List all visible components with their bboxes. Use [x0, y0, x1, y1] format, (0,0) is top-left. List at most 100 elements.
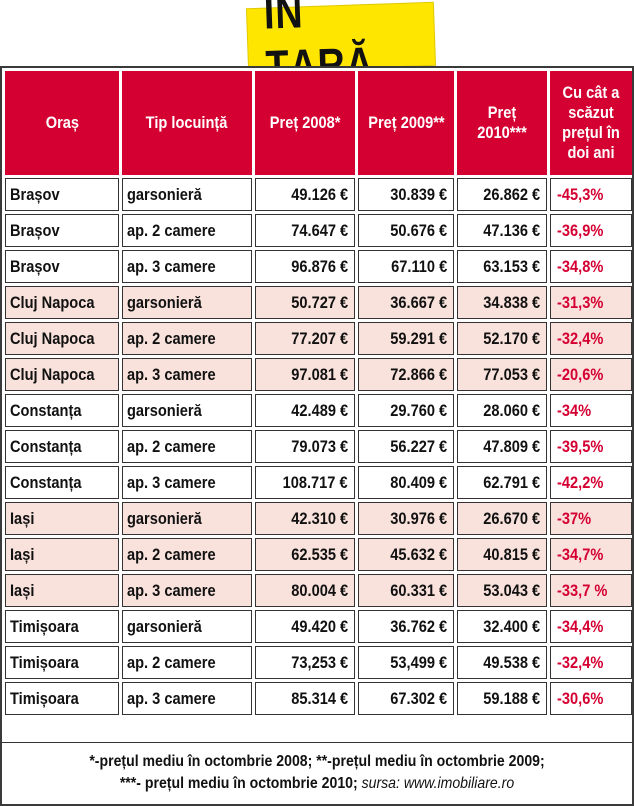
table-row: Iași ap. 3 camere 80.004 € 60.331 € 53.0…: [5, 574, 632, 607]
cell-price-2008: 73,253 €: [255, 646, 355, 679]
price-table-frame: Oraș Tip locuință Preț 2008* Preț 2009**…: [0, 66, 634, 806]
cell-decrease: -33,7 %: [550, 574, 632, 607]
cell-city: Brașov: [5, 178, 119, 211]
cell-price-2009: 36.762 €: [358, 610, 454, 643]
cell-price-2009: 67.110 €: [358, 250, 454, 283]
table-header-row: Oraș Tip locuință Preț 2008* Preț 2009**…: [5, 71, 632, 175]
cell-price-2010: 77.053 €: [457, 358, 547, 391]
cell-price-2008: 97.081 €: [255, 358, 355, 391]
cell-price-2009: 80.409 €: [358, 466, 454, 499]
cell-price-2009: 72.866 €: [358, 358, 454, 391]
cell-city: Brașov: [5, 214, 119, 247]
cell-price-2008: 85.314 €: [255, 682, 355, 715]
table-row: Cluj Napoca ap. 3 camere 97.081 € 72.866…: [5, 358, 632, 391]
cell-price-2008: 74.647 €: [255, 214, 355, 247]
table-row: Constanța garsonieră 42.489 € 29.760 € 2…: [5, 394, 632, 427]
table-row: Iași ap. 2 camere 62.535 € 45.632 € 40.8…: [5, 538, 632, 571]
cell-decrease: -34%: [550, 394, 632, 427]
cell-city: Iași: [5, 574, 119, 607]
cell-price-2008: 49.420 €: [255, 610, 355, 643]
cell-decrease: -34,8%: [550, 250, 632, 283]
title-badge: ÎN ȚARĂ: [246, 0, 436, 93]
cell-city: Brașov: [5, 250, 119, 283]
cell-price-2008: 108.717 €: [255, 466, 355, 499]
cell-city: Iași: [5, 502, 119, 535]
table-row: Constanța ap. 2 camere 79.073 € 56.227 €…: [5, 430, 632, 463]
cell-decrease: -39,5%: [550, 430, 632, 463]
cell-city: Timișoara: [5, 682, 119, 715]
cell-price-2009: 67.302 €: [358, 682, 454, 715]
cell-type: garsonieră: [122, 502, 252, 535]
header-price-2009: Preț 2009**: [358, 71, 454, 175]
cell-city: Cluj Napoca: [5, 322, 119, 355]
table-row: Brașov garsonieră 49.126 € 30.839 € 26.8…: [5, 178, 632, 211]
footnote-source: sursa: www.imobiliare.ro: [357, 775, 515, 792]
header-price-2008: Preț 2008*: [255, 71, 355, 175]
cell-decrease: -45,3%: [550, 178, 632, 211]
cell-price-2010: 26.862 €: [457, 178, 547, 211]
cell-price-2009: 30.976 €: [358, 502, 454, 535]
header-price-2010: Preț 2010***: [457, 71, 547, 175]
cell-price-2008: 50.727 €: [255, 286, 355, 319]
cell-city: Constanța: [5, 430, 119, 463]
cell-decrease: -32,4%: [550, 646, 632, 679]
cell-type: ap. 2 camere: [122, 322, 252, 355]
cell-price-2010: 62.791 €: [457, 466, 547, 499]
table-row: Cluj Napoca ap. 2 camere 77.207 € 59.291…: [5, 322, 632, 355]
cell-city: Timișoara: [5, 646, 119, 679]
cell-decrease: -32,4%: [550, 322, 632, 355]
cell-price-2010: 47.136 €: [457, 214, 547, 247]
cell-type: ap. 3 camere: [122, 358, 252, 391]
table-row: Constanța ap. 3 camere 108.717 € 80.409 …: [5, 466, 632, 499]
cell-price-2010: 40.815 €: [457, 538, 547, 571]
title-area: ÎN ȚARĂ: [0, 0, 634, 93]
footnote-line-2: ***- prețul mediu în octombrie 2010; sur…: [40, 773, 594, 795]
cell-decrease: -34,7%: [550, 538, 632, 571]
cell-price-2010: 28.060 €: [457, 394, 547, 427]
cell-price-2010: 47.809 €: [457, 430, 547, 463]
cell-decrease: -36,9%: [550, 214, 632, 247]
cell-city: Constanța: [5, 394, 119, 427]
cell-price-2008: 96.876 €: [255, 250, 355, 283]
cell-price-2009: 36.667 €: [358, 286, 454, 319]
table-row: Brașov ap. 3 camere 96.876 € 67.110 € 63…: [5, 250, 632, 283]
table-row: Brașov ap. 2 camere 74.647 € 50.676 € 47…: [5, 214, 632, 247]
table-row: Cluj Napoca garsonieră 50.727 € 36.667 €…: [5, 286, 632, 319]
cell-price-2009: 56.227 €: [358, 430, 454, 463]
header-decrease: Cu cât a scăzut prețul în doi ani: [550, 71, 632, 175]
cell-price-2010: 34.838 €: [457, 286, 547, 319]
cell-price-2009: 50.676 €: [358, 214, 454, 247]
cell-price-2010: 63.153 €: [457, 250, 547, 283]
price-table: Oraș Tip locuință Preț 2008* Preț 2009**…: [2, 68, 634, 718]
cell-city: Constanța: [5, 466, 119, 499]
cell-type: ap. 3 camere: [122, 574, 252, 607]
table-row: Timișoara ap. 3 camere 85.314 € 67.302 €…: [5, 682, 632, 715]
cell-decrease: -20,6%: [550, 358, 632, 391]
cell-price-2009: 30.839 €: [358, 178, 454, 211]
cell-price-2010: 26.670 €: [457, 502, 547, 535]
table-row: Iași garsonieră 42.310 € 30.976 € 26.670…: [5, 502, 632, 535]
footnote-line-1: *-prețul mediu în octombrie 2008; **-pre…: [89, 753, 545, 770]
cell-decrease: -30,6%: [550, 682, 632, 715]
cell-price-2008: 80.004 €: [255, 574, 355, 607]
cell-city: Cluj Napoca: [5, 358, 119, 391]
cell-price-2009: 59.291 €: [358, 322, 454, 355]
header-type: Tip locuință: [122, 71, 252, 175]
cell-type: garsonieră: [122, 610, 252, 643]
cell-price-2010: 52.170 €: [457, 322, 547, 355]
cell-type: ap. 2 camere: [122, 538, 252, 571]
cell-type: ap. 2 camere: [122, 646, 252, 679]
cell-type: ap. 2 camere: [122, 214, 252, 247]
cell-price-2009: 29.760 €: [358, 394, 454, 427]
cell-price-2010: 59.188 €: [457, 682, 547, 715]
cell-decrease: -34,4%: [550, 610, 632, 643]
cell-type: ap. 3 camere: [122, 466, 252, 499]
cell-decrease: -37%: [550, 502, 632, 535]
cell-decrease: -31,3%: [550, 286, 632, 319]
cell-price-2008: 49.126 €: [255, 178, 355, 211]
cell-type: garsonieră: [122, 286, 252, 319]
cell-type: garsonieră: [122, 178, 252, 211]
cell-type: ap. 3 camere: [122, 682, 252, 715]
cell-city: Cluj Napoca: [5, 286, 119, 319]
cell-price-2008: 42.489 €: [255, 394, 355, 427]
